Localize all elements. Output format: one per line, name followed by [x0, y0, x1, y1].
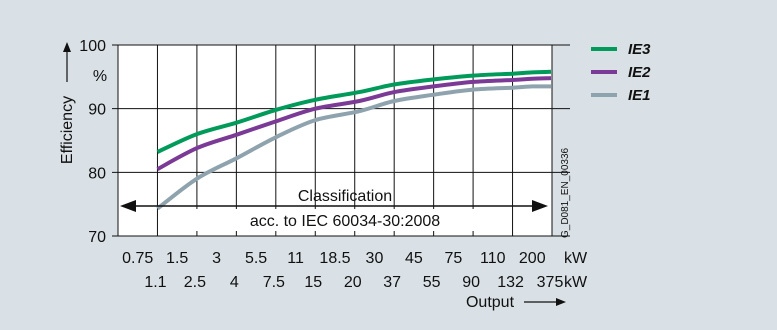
- arrow-right-head: [532, 200, 548, 212]
- figure-code: G_D081_EN_00336: [560, 147, 571, 238]
- y-axis-label: Efficiency: [59, 96, 76, 164]
- tick-labels: 70 80 90 100 0.75 1.5 3 5.5 11 18.5 30 45 75 110 200 1.…: [79, 38, 563, 291]
- x-tick-top: 0.75: [122, 250, 153, 267]
- x-tick-top: 18.5: [319, 250, 350, 267]
- y-tick-label: 90: [88, 102, 106, 119]
- y-tick-label: 70: [88, 229, 106, 246]
- x-tick-bottom: 1.1: [144, 274, 166, 291]
- x-tick-bottom: 37: [383, 274, 401, 291]
- x-tick-top: 30: [366, 250, 384, 267]
- x-unit-bottom: kW: [564, 274, 588, 291]
- legend: IE3 IE2 IE1: [591, 41, 651, 104]
- axis-labels: % Efficiency Output kW kW G_D081_EN_0033…: [59, 42, 588, 311]
- x-tick-top: 3: [212, 250, 221, 267]
- series-line-ie2: [156, 76, 552, 171]
- arrow-left-head: [120, 200, 136, 212]
- series-line-ie3: [156, 69, 552, 154]
- series-line-ie1: [156, 84, 552, 211]
- y-tick-label: 80: [88, 165, 106, 182]
- x-tick-top: 110: [480, 250, 506, 267]
- x-tick-top: 75: [444, 250, 462, 267]
- legend-label-ie2: IE2: [628, 64, 651, 81]
- annotation-title: Classification: [298, 188, 392, 205]
- x-tick-bottom: 375: [537, 274, 564, 291]
- x-axis-arrow-head: [556, 298, 566, 306]
- legend-label-ie1: IE1: [628, 87, 651, 104]
- y-axis-unit: %: [93, 68, 107, 85]
- y-axis-arrow-head: [63, 42, 71, 52]
- x-tick-top: 5.5: [245, 250, 267, 267]
- x-tick-bottom: 2.5: [184, 274, 206, 291]
- legend-label-ie3: IE3: [628, 41, 651, 58]
- x-tick-bottom: 4: [230, 274, 239, 291]
- y-tick-label: 100: [79, 38, 106, 55]
- x-axis-label: Output: [466, 294, 515, 311]
- x-tick-top: 1.5: [166, 250, 188, 267]
- x-tick-bottom: 20: [344, 274, 362, 291]
- x-tick-bottom: 15: [304, 274, 322, 291]
- x-tick-top: 45: [405, 250, 423, 267]
- series-lines: [156, 69, 552, 211]
- x-unit-top: kW: [564, 250, 588, 267]
- x-tick-bottom: 7.5: [263, 274, 285, 291]
- x-tick-top: 11: [287, 250, 304, 267]
- x-tick-top: 200: [519, 250, 546, 267]
- x-tick-bottom: 55: [423, 274, 441, 291]
- x-tick-bottom: 132: [497, 274, 524, 291]
- annotation-text-box: [182, 209, 488, 231]
- annotation-standard: acc. to IEC 60034-30:2008: [250, 213, 440, 230]
- x-tick-bottom: 90: [462, 274, 480, 291]
- classification-annotation: Classification acc. to IEC 60034-30:2008: [120, 188, 548, 231]
